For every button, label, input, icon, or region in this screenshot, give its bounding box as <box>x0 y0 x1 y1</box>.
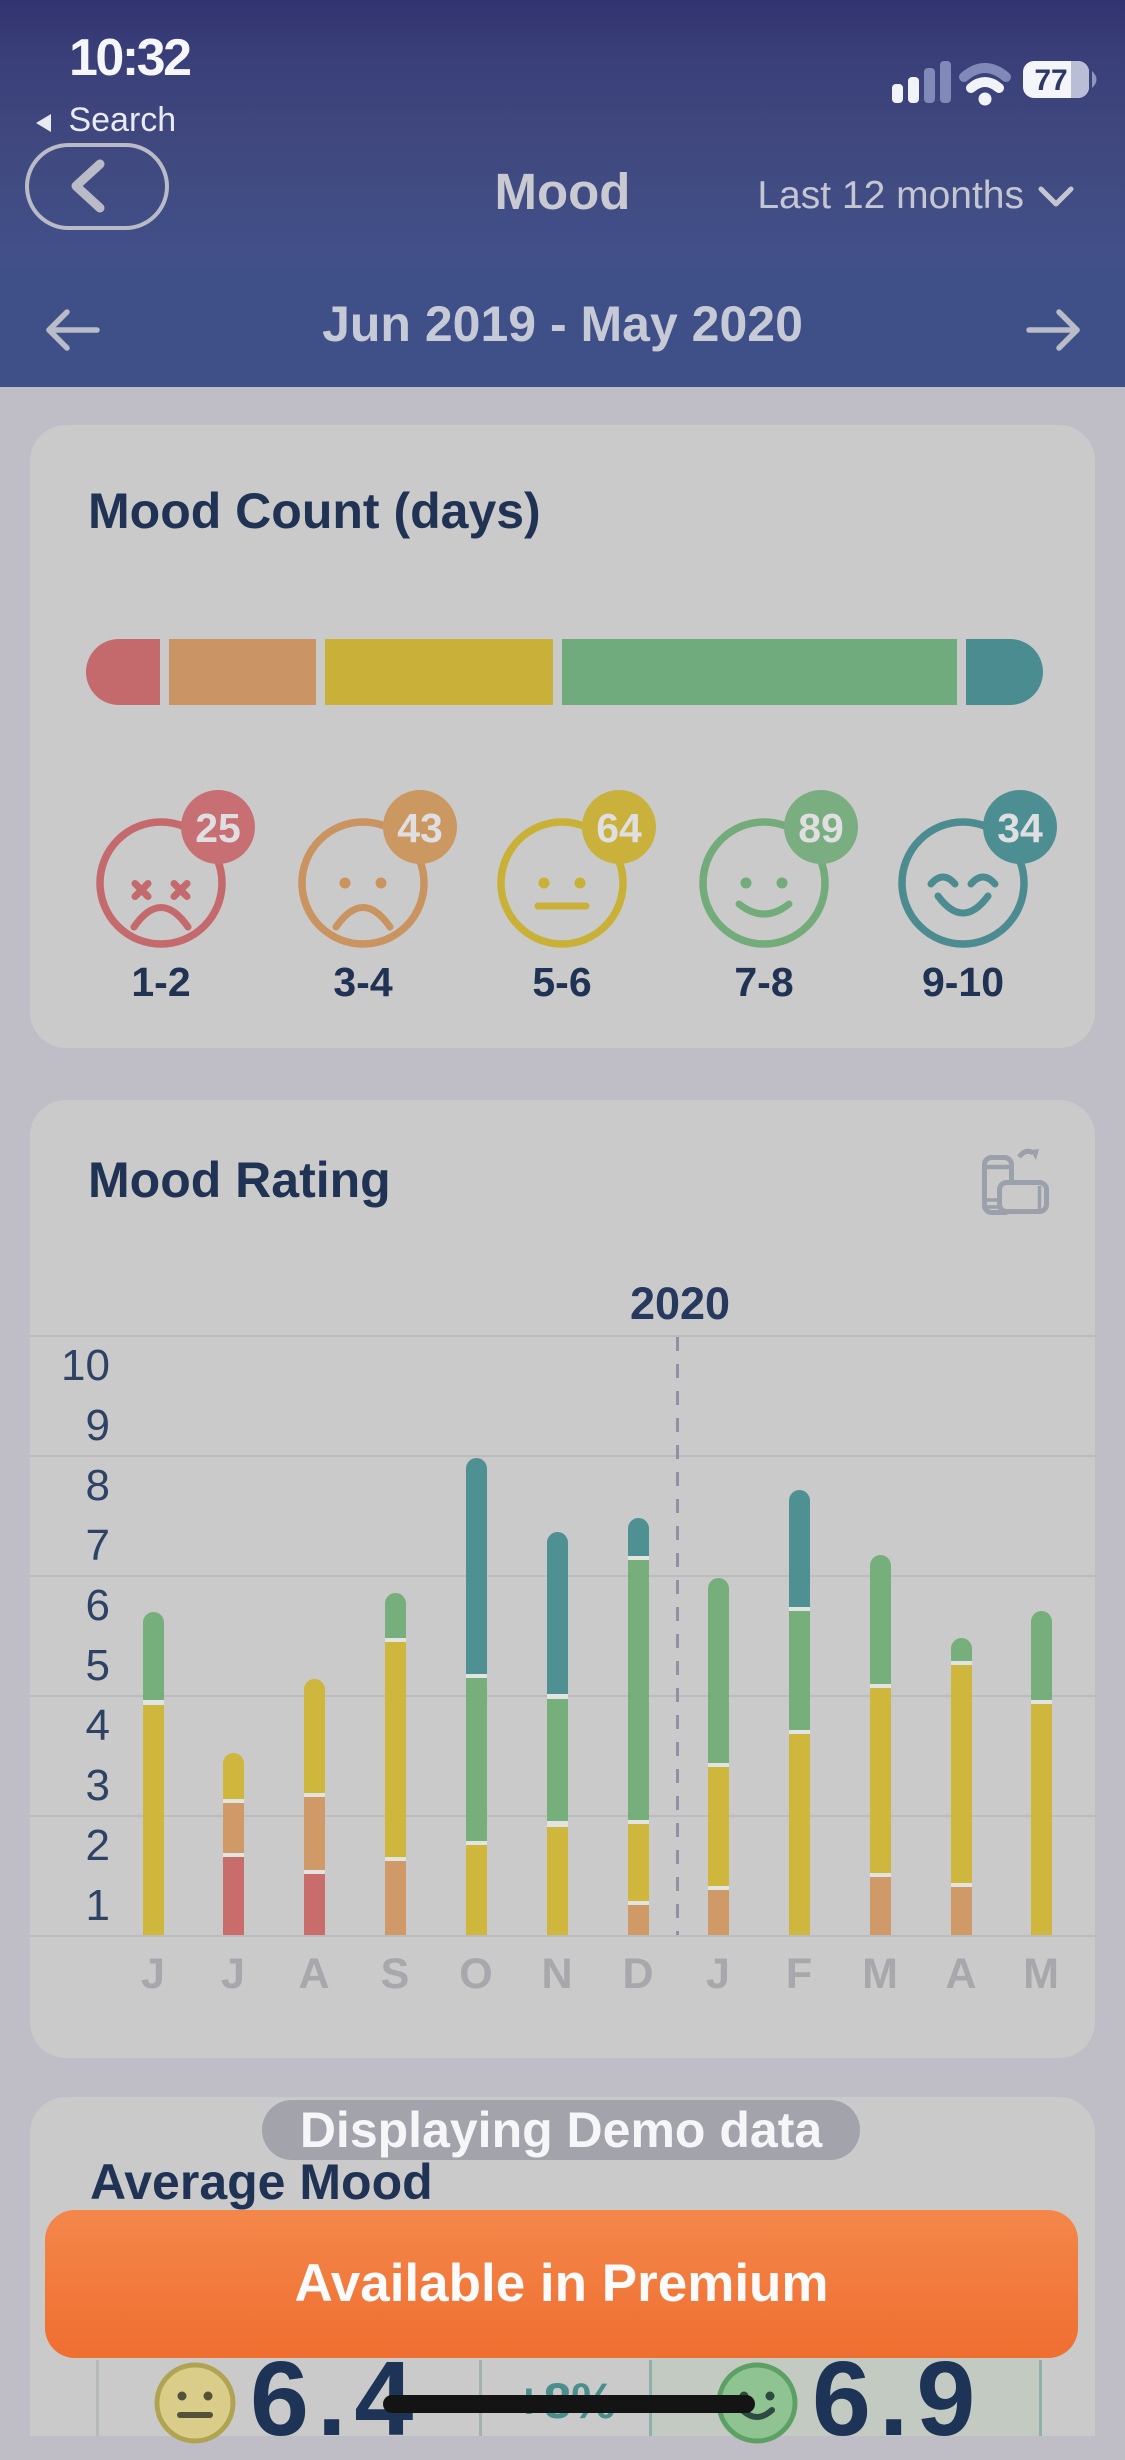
svg-text:64: 64 <box>596 805 642 851</box>
svg-text:43: 43 <box>397 805 443 851</box>
svg-text:34: 34 <box>997 805 1043 851</box>
svg-text:89: 89 <box>798 805 844 851</box>
svg-text:25: 25 <box>195 805 241 851</box>
svg-text:77: 77 <box>1034 64 1067 97</box>
